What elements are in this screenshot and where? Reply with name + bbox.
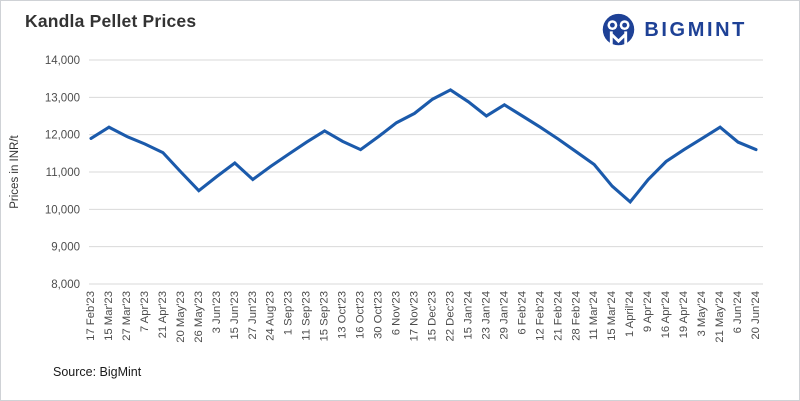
x-tick-label: 6 Feb'24 [516, 291, 528, 335]
y-tick-label: 13,000 [45, 92, 80, 104]
x-tick-label: 1 Sep'23 [283, 291, 295, 335]
bigmint-logo: BIGMINT [600, 12, 747, 49]
x-tick-label: 3 Jun'23 [211, 291, 223, 333]
y-tick-label: 8,000 [51, 279, 80, 291]
y-tick-label: 10,000 [45, 204, 80, 216]
x-tick-label: 15 Dec'23 [426, 291, 438, 342]
x-tick-label: 3 May'24 [696, 291, 708, 337]
x-tick-label: 12 Feb'24 [534, 291, 546, 341]
bigmint-logo-icon [600, 12, 637, 49]
x-tick-label: 16 Oct'23 [355, 291, 367, 339]
y-tick-label: 11,000 [46, 167, 80, 179]
x-tick-label: 6 Nov'23 [391, 291, 403, 335]
x-tick-label: 27 Jun'23 [247, 291, 259, 340]
x-tick-label: 29 Jan'24 [498, 291, 510, 340]
x-tick-label: 13 Oct'23 [337, 291, 349, 339]
y-tick-label: 12,000 [45, 130, 80, 142]
x-tick-label: 6 Jun'24 [732, 291, 744, 333]
x-tick-label: 21 May'24 [714, 291, 726, 343]
x-tick-label: 22 Dec'23 [444, 291, 456, 342]
x-tick-label: 21 Feb'24 [552, 291, 564, 341]
y-tick-label: 9,000 [51, 242, 80, 254]
x-tick-label: 21 Apr'23 [157, 291, 169, 338]
price-line-series [89, 88, 758, 205]
x-tick-label: 1 April'24 [624, 291, 636, 337]
x-tick-label: 11 Sep'23 [301, 291, 313, 341]
x-tick-label: 9 Apr'24 [642, 291, 654, 332]
x-tick-label: 28 Feb'24 [570, 291, 582, 341]
x-tick-label: 20 May'23 [175, 291, 187, 343]
bigmint-logo-text: BIGMINT [644, 19, 747, 41]
x-tick-label: 19 Apr'24 [678, 291, 690, 338]
x-tick-label: 20 Jun'24 [750, 291, 762, 340]
y-tick-label: 14,000 [45, 55, 80, 67]
x-tick-label: 27 Mar'23 [121, 291, 133, 341]
x-tick-label: 7 Apr'23 [139, 291, 151, 332]
x-tick-label: 23 Jan'24 [480, 291, 492, 340]
x-tick-label: 11 Mar'24 [588, 291, 600, 340]
x-tick-label: 15 Sep'23 [319, 291, 331, 342]
x-tick-label: 17 Nov'23 [409, 291, 421, 342]
x-tick-label: 17 Feb'23 [85, 291, 97, 341]
x-tick-label: 26 May'23 [193, 291, 205, 343]
x-tick-label: 15 Mar'23 [103, 291, 115, 341]
chart-title: Kandla Pellet Prices [25, 11, 197, 31]
x-tick-label: 15 Jun'23 [229, 291, 241, 340]
x-tick-label: 15 Mar'24 [606, 291, 618, 341]
source-note: Source: BigMint [53, 365, 142, 379]
x-tick-label: 16 Apr'24 [660, 291, 672, 338]
x-tick-label: 30 Oct'23 [373, 291, 385, 339]
x-tick-label: 15 Jan'24 [462, 291, 474, 340]
x-tick-label: 24 Aug'23 [265, 291, 277, 341]
